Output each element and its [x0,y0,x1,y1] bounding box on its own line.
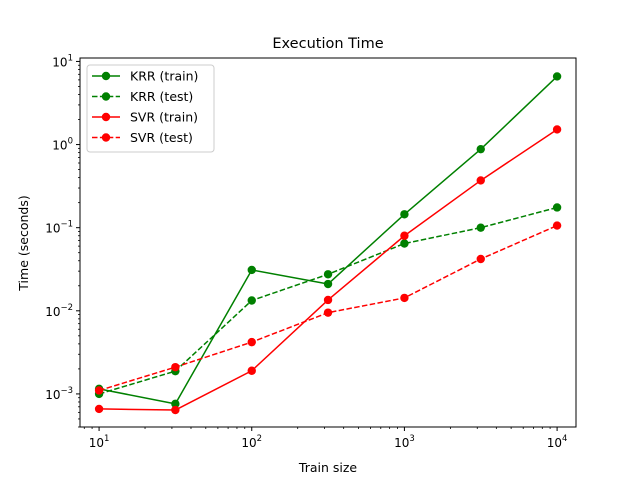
y-tick-exponent: −1 [60,220,73,230]
data-point-krr-train [171,399,180,409]
legend-label-svr-train: SVR (train) [130,110,198,125]
plot-frame [79,57,577,428]
y-tick-label: 10−2 [45,303,73,319]
data-point-krr-train [247,265,256,275]
x-tick-label: 104 [547,434,568,450]
x-axis-label: Train size [298,460,358,475]
x-tick-exponent: 4 [562,434,567,444]
x-tick-label: 102 [241,434,262,450]
data-point-svr-train [323,295,333,305]
data-point-krr-train [400,210,409,219]
x-tick-exponent: 2 [257,434,262,444]
data-point-krr-train [323,279,333,289]
data-point-svr-test [247,337,256,347]
y-tick-label: 101 [52,53,73,69]
legend-marker-krr-train [101,71,111,81]
legend-marker-svr-train [101,112,111,122]
y-tick-exponent: −2 [60,303,73,313]
x-tick-base: 10 [241,436,256,450]
y-tick-base: 10 [52,139,67,153]
data-point-krr-test [323,270,333,279]
y-tick-base: 10 [45,388,60,402]
data-point-svr-train [400,231,409,240]
data-point-svr-train [171,405,180,415]
x-tick-exponent: 3 [409,434,414,444]
y-tick-base: 10 [45,222,60,236]
plot-series [94,72,562,415]
legend-label-svr-test: SVR (test) [130,130,193,145]
x-tick-base: 10 [394,436,409,450]
legend-label-krr-test: KRR (test) [130,89,193,104]
data-point-svr-train [552,125,562,134]
x-tick-base: 10 [547,436,562,450]
data-point-svr-test [323,308,333,317]
y-tick-exponent: −3 [60,386,73,396]
data-point-svr-test [400,293,409,303]
data-point-svr-test [171,362,180,372]
data-point-svr-train [94,404,104,414]
y-axis-label: Time (seconds) [16,195,31,291]
legend-marker-svr-test [101,133,111,142]
y-tick-label: 10−1 [45,220,73,236]
y-tick-base: 10 [52,55,67,69]
data-point-krr-train [476,144,485,154]
x-tick-label: 103 [394,434,415,450]
data-point-svr-test [552,221,562,230]
data-point-krr-train [552,72,562,81]
y-tick-exponent: 0 [68,137,73,147]
data-point-svr-test [94,386,104,395]
chart-title: Execution Time [272,36,383,52]
y-tick-label: 10−3 [45,386,73,402]
x-tick-base: 10 [89,436,104,450]
data-point-krr-test [247,296,256,305]
data-point-krr-test [476,223,485,232]
data-point-krr-test [552,203,562,212]
data-point-krr-test [400,239,409,248]
legend-label-krr-train: KRR (train) [130,69,198,84]
data-point-svr-test [476,254,485,264]
legend-marker-krr-test [101,92,111,101]
y-tick-label: 100 [52,137,73,153]
data-point-svr-train [476,176,485,185]
legend-box [86,64,215,153]
x-tick-label: 101 [89,434,110,450]
y-tick-exponent: 1 [68,53,73,63]
y-tick-base: 10 [45,305,60,319]
x-tick-exponent: 1 [104,434,109,444]
data-point-svr-train [247,366,256,375]
legend: KRR (train) KRR (test) SVR (train) SVR (tes… [86,64,215,153]
